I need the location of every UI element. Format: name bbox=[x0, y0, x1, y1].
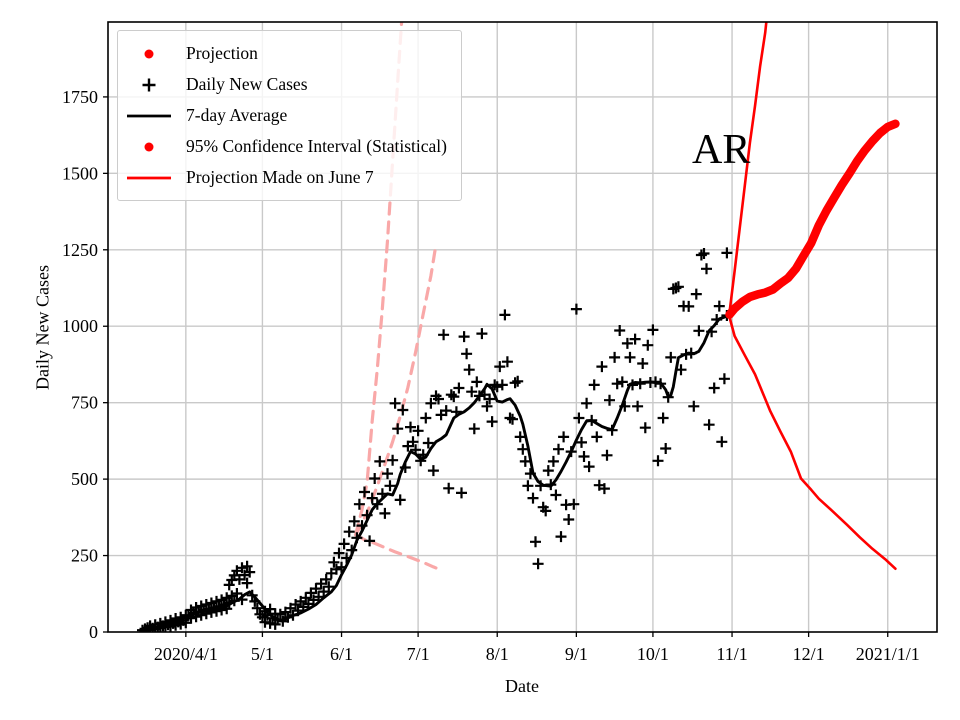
y-tick-label: 1750 bbox=[62, 87, 98, 107]
line-marker-icon bbox=[124, 171, 174, 185]
series-nov-lower-ci bbox=[728, 315, 897, 570]
y-tick-label: 1250 bbox=[62, 240, 98, 260]
legend-item-label: Daily New Cases bbox=[186, 74, 308, 94]
series-projection bbox=[725, 119, 900, 319]
series-nov-upper-ci bbox=[728, 22, 768, 314]
x-tick-label: 12/1 bbox=[793, 644, 825, 664]
y-tick-label: 500 bbox=[71, 469, 98, 489]
x-axis-label: Date bbox=[505, 676, 539, 696]
ar-annotation: AR bbox=[692, 127, 751, 173]
x-tick-label: 11/1 bbox=[716, 644, 747, 664]
dot-marker-icon bbox=[124, 47, 174, 61]
x-tick-label: 10/1 bbox=[637, 644, 669, 664]
x-tick-label: 8/1 bbox=[486, 644, 509, 664]
series-7-day-average bbox=[141, 313, 731, 632]
legend-item-label: Projection Made on June 7 bbox=[186, 167, 374, 187]
legend-item: Projection Made on June 7 bbox=[124, 162, 447, 193]
y-tick-label: 0 bbox=[89, 622, 98, 642]
legend-item-label: 95% Confidence Interval (Statistical) bbox=[186, 136, 447, 156]
x-tick-label: 7/1 bbox=[407, 644, 430, 664]
legend-item: 7-day Average bbox=[124, 100, 447, 131]
series-june7-lower-ci bbox=[354, 533, 441, 571]
x-tick-label: 9/1 bbox=[565, 644, 588, 664]
legend-item-label: 7-day Average bbox=[186, 105, 288, 125]
y-axis-label: Daily New Cases bbox=[32, 265, 53, 390]
legend-item: Projection bbox=[124, 38, 447, 69]
legend-item-label: Projection bbox=[186, 43, 258, 63]
dot-marker-icon bbox=[124, 140, 174, 154]
x-tick-label: 2021/1/1 bbox=[856, 644, 920, 664]
x-tick-label: 6/1 bbox=[330, 644, 353, 664]
series-layer bbox=[137, 22, 900, 632]
plus-marker-icon bbox=[124, 78, 174, 92]
y-tick-label: 250 bbox=[71, 546, 98, 566]
y-tick-label: 750 bbox=[71, 393, 98, 413]
x-tick-label: 2020/4/1 bbox=[154, 644, 218, 664]
legend-item: 95% Confidence Interval (Statistical) bbox=[124, 131, 447, 162]
line-marker-icon bbox=[124, 109, 174, 123]
x-tick-label: 5/1 bbox=[251, 644, 274, 664]
plot-border bbox=[107, 21, 938, 633]
legend-item: Daily New Cases bbox=[124, 69, 447, 100]
y-tick-label: 1500 bbox=[62, 163, 98, 183]
y-tick-label: 1000 bbox=[62, 316, 98, 336]
legend: Projection Daily New Cases 7-day Average 95… bbox=[117, 30, 462, 201]
